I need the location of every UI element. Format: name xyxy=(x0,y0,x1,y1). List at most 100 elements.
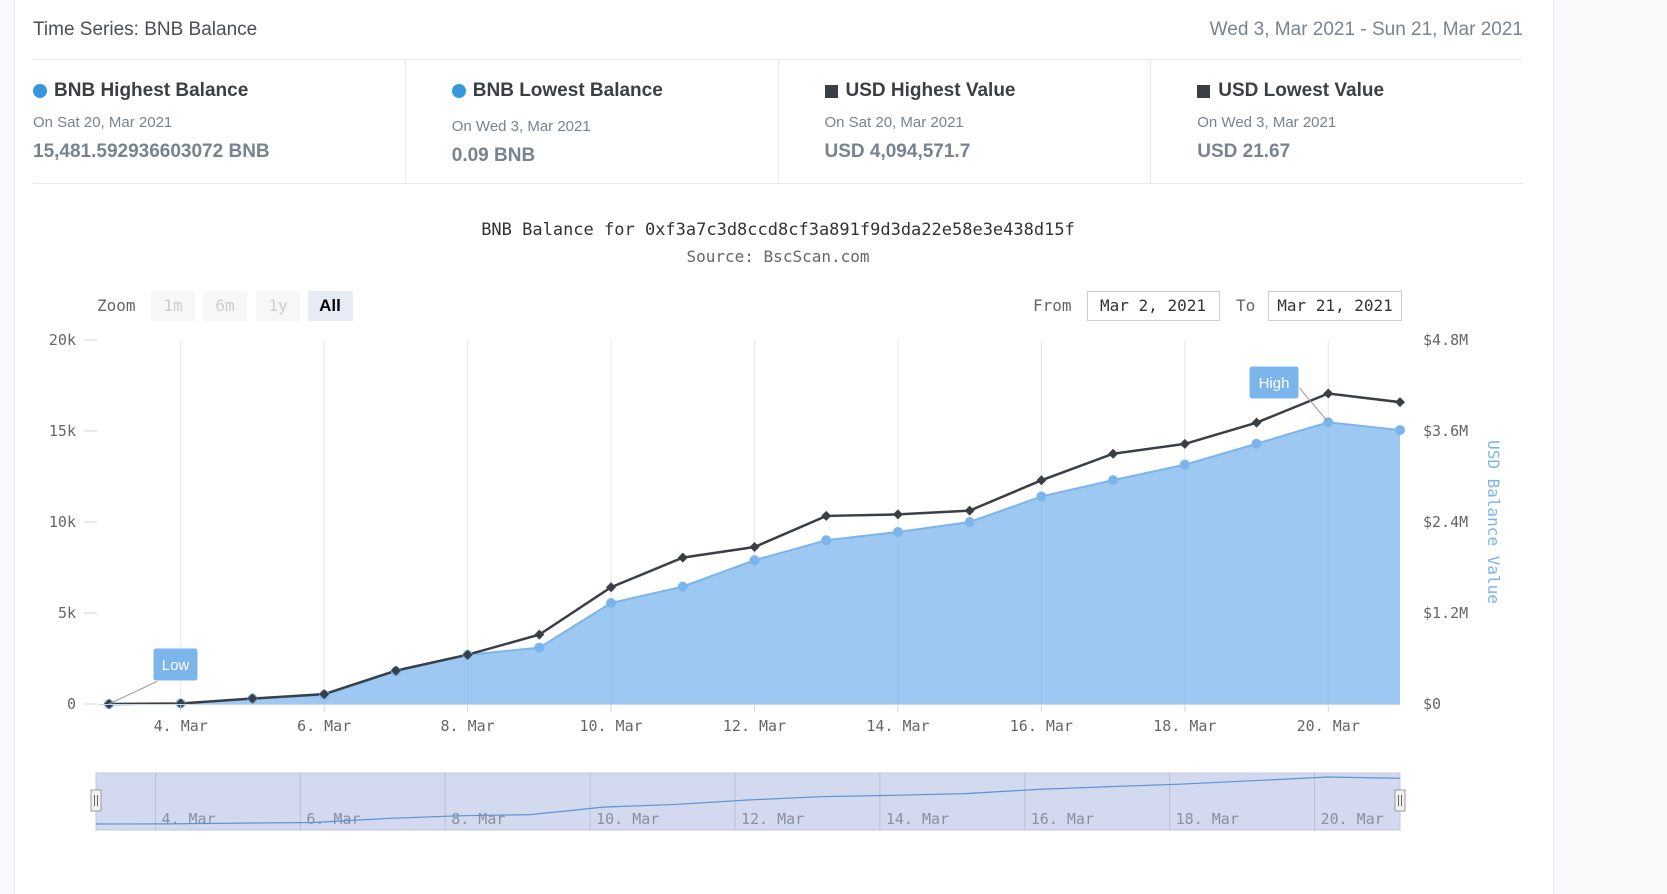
bnb-balance-point xyxy=(964,517,975,527)
x-tick-label: 20. Mar xyxy=(1297,717,1360,735)
bnb-balance-point xyxy=(534,642,545,653)
low-connector xyxy=(108,679,161,705)
card-title: Time Series: BNB Balance xyxy=(33,18,258,40)
zoom-1m-label: 1m xyxy=(163,296,182,315)
y-left-tick-label: 10k xyxy=(49,513,76,531)
zoom-1y-label: 1y xyxy=(268,296,288,315)
usd-value-point xyxy=(319,689,330,700)
blue-circle-icon xyxy=(33,84,47,98)
bnb-balance-point xyxy=(1108,475,1119,486)
y-right-tick-label: $2.4M xyxy=(1423,513,1468,531)
from-date-value: Mar 2, 2021 xyxy=(1100,296,1206,315)
stat-value: USD 4,094,571.7 xyxy=(824,141,971,162)
usd-value-point xyxy=(175,698,186,709)
dark-square-icon xyxy=(1197,84,1211,98)
blue-circle-icon xyxy=(451,84,466,98)
stat-date: On Sat 20, Mar 2021 xyxy=(33,114,173,131)
stat-usd-highest: USD Highest Value On Sat 20, Mar 2021 US… xyxy=(779,60,1152,183)
y-left-tick-label: 0 xyxy=(67,695,76,713)
card-header: Time Series: BNB Balance Wed 3, Mar 2021… xyxy=(33,0,1523,60)
usd-value-point xyxy=(1323,388,1334,399)
navigator-right-handle[interactable] xyxy=(1394,789,1406,812)
usd-value-point xyxy=(606,582,617,593)
bnb-balance-point xyxy=(1179,459,1190,470)
x-tick-label: 12. Mar xyxy=(723,717,786,735)
zoom-6m-button[interactable]: 6m xyxy=(203,291,247,321)
chart-title: BNB Balance for 0xf3a7c3d8ccd8cf3a891f9d… xyxy=(481,220,1075,240)
navigator-tick-label: 4. Mar xyxy=(161,810,215,828)
zoom-1m-button[interactable]: 1m xyxy=(151,291,195,321)
stat-label: BNB Lowest Balance xyxy=(472,80,663,101)
usd-value-point xyxy=(821,510,832,521)
x-tick-label: 18. Mar xyxy=(1153,717,1216,735)
y-right-tick-label: $0 xyxy=(1423,695,1441,713)
zoom-all-label: All xyxy=(319,296,341,315)
usd-value-point xyxy=(390,665,401,676)
marker-layer xyxy=(104,388,1405,709)
stat-label: BNB Highest Balance xyxy=(54,80,249,101)
navigator-tick-label: 20. Mar xyxy=(1321,810,1384,828)
usd-value-point xyxy=(534,629,545,640)
bnb-balance-point xyxy=(1395,425,1405,436)
stat-date: On Wed 3, Mar 2021 xyxy=(451,118,591,135)
navigator-tick-label: 6. Mar xyxy=(306,810,360,828)
handle-body xyxy=(1394,789,1406,812)
stat-bnb-highest: BNB Highest Balance On Sat 20, Mar 2021 … xyxy=(33,60,406,183)
to-date-value: Mar 21, 2021 xyxy=(1277,296,1393,315)
navigator-tick-label: 10. Mar xyxy=(596,810,659,828)
navigator-series-line xyxy=(95,776,1401,825)
high-connector xyxy=(1295,383,1329,423)
usd-value-point xyxy=(892,509,903,520)
usd-value-point xyxy=(1179,438,1190,449)
y-left-tick-label: 5k xyxy=(58,604,76,622)
zoom-label: Zoom xyxy=(97,296,136,315)
from-label: From xyxy=(1033,296,1072,315)
navigator-tick-label: 14. Mar xyxy=(886,810,949,828)
to-label: To xyxy=(1236,296,1255,315)
x-tick-label: 8. Mar xyxy=(441,717,495,735)
zoom-6m-label: 6m xyxy=(215,296,234,315)
navigator-tick-label: 18. Mar xyxy=(1176,810,1239,828)
usd-value-point xyxy=(1036,475,1047,486)
stat-value: 0.09 BNB xyxy=(451,145,536,166)
usd-value-point xyxy=(1251,417,1262,428)
stat-bnb-lowest: BNB Lowest Balance On Wed 3, Mar 2021 0.… xyxy=(406,60,779,183)
date-range: Wed 3, Mar 2021 - Sun 21, Mar 2021 xyxy=(1209,18,1523,40)
stat-usd-lowest: USD Lowest Value On Wed 3, Mar 2021 USD … xyxy=(1151,60,1523,183)
chart-subtitle: Source: BscScan.com xyxy=(686,247,869,266)
x-tick-label: 16. Mar xyxy=(1010,717,1073,735)
bnb-balance-point xyxy=(677,581,688,592)
zoom-1y-button[interactable]: 1y xyxy=(256,291,300,321)
navigator-tick-label: 12. Mar xyxy=(741,810,804,828)
right-axis-title: USD Balance Value xyxy=(1484,440,1503,604)
x-tick-label: 14. Mar xyxy=(866,717,929,735)
navigator-tick-label: 16. Mar xyxy=(1031,810,1094,828)
y-left-tick-label: 20k xyxy=(49,331,76,349)
usd-value-point xyxy=(247,693,258,704)
stat-date: On Sat 20, Mar 2021 xyxy=(824,114,964,131)
navigator-left-handle[interactable] xyxy=(90,789,102,812)
usd-value-point xyxy=(462,649,473,660)
high-label-box xyxy=(1248,365,1300,400)
y-right-tick-label: $4.8M xyxy=(1423,331,1468,349)
stat-value: USD 21.67 xyxy=(1197,141,1291,162)
bnb-balance-point xyxy=(1251,438,1262,449)
bnb-balance-point xyxy=(606,597,617,608)
x-tick-label: 4. Mar xyxy=(154,717,208,735)
usd-value-point xyxy=(1395,397,1405,408)
high-label: High xyxy=(1259,375,1290,392)
stats-row: BNB Highest Balance On Sat 20, Mar 2021 … xyxy=(33,60,1523,184)
y-left-tick-label: 15k xyxy=(49,422,76,440)
to-date-input[interactable]: Mar 21, 2021 xyxy=(1268,291,1402,321)
bnb-balance-point xyxy=(821,535,832,546)
stat-label: USD Lowest Value xyxy=(1218,80,1385,101)
navigator[interactable]: 4. Mar 6. Mar 8. Mar 10. Mar 12. Mar 14. Mar 1… xyxy=(90,772,1406,831)
from-date-input[interactable]: Mar 2, 2021 xyxy=(1087,291,1220,321)
zoom-all-button[interactable]: All xyxy=(308,291,353,321)
usd-value-point xyxy=(677,552,688,563)
bnb-balance-point xyxy=(1036,491,1047,502)
x-tick-label: 10. Mar xyxy=(579,717,642,735)
stat-label: USD Highest Value xyxy=(845,80,1016,101)
x-tick-label: 6. Mar xyxy=(297,717,351,735)
